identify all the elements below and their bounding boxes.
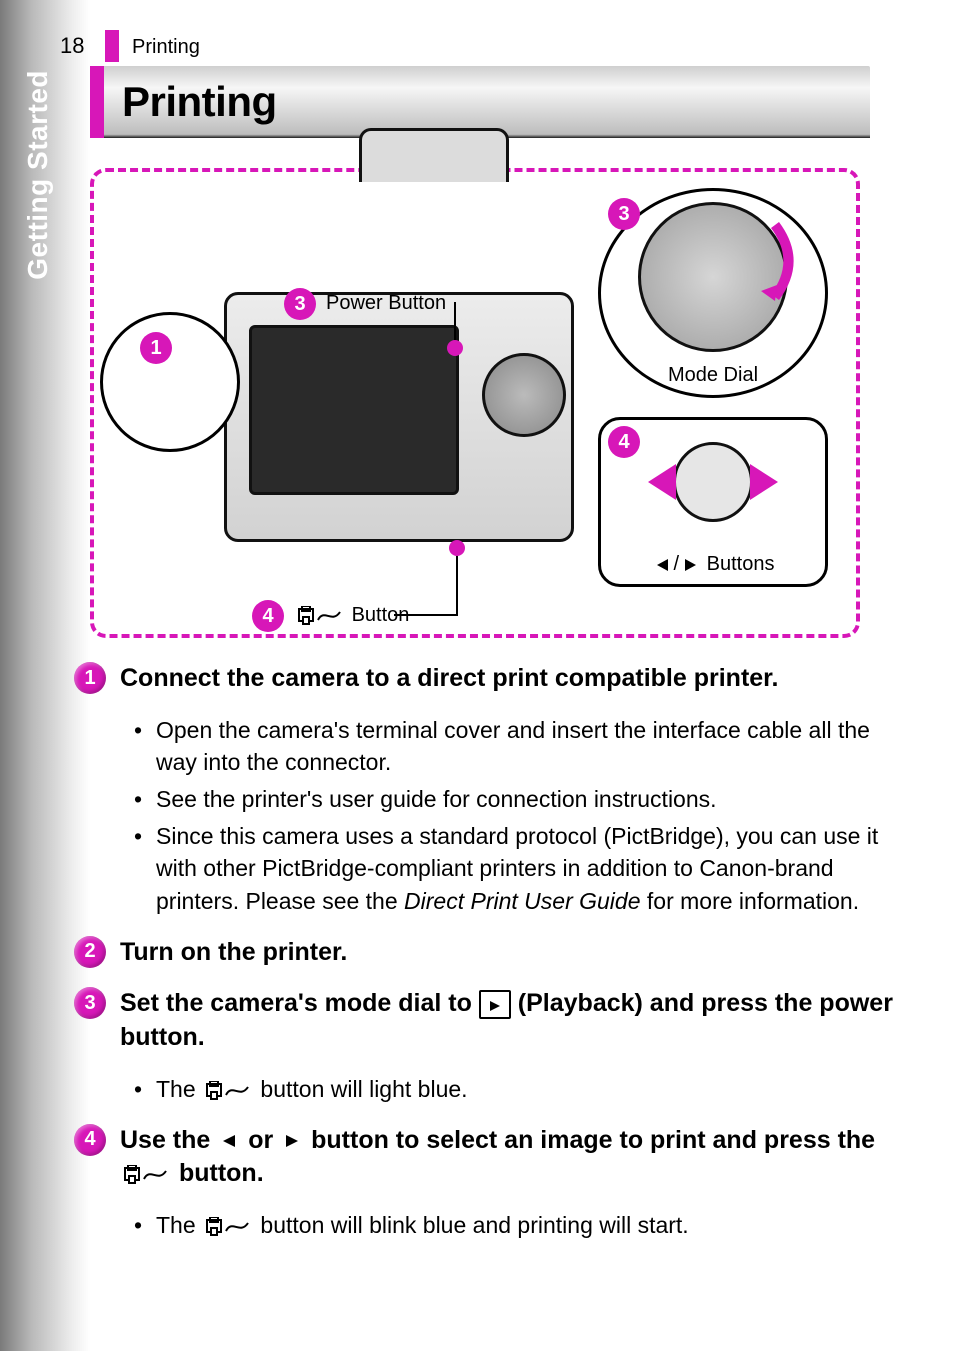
page-number: 18 <box>60 33 84 59</box>
title-accent-bar <box>90 66 104 138</box>
dpad-illustration <box>648 432 778 532</box>
print-share-icon <box>206 1217 250 1237</box>
step-3: 3 Set the camera's mode dial to (Playbac… <box>74 987 914 1055</box>
diagram-badge-3-dial: 3 <box>608 198 640 230</box>
bullet-item: •Since this camera uses a standard proto… <box>134 820 914 918</box>
diagram-badge-4-dpad: 4 <box>608 426 640 458</box>
left-arrow-icon <box>221 1133 237 1149</box>
dpad-buttons-label: / Buttons <box>601 553 825 576</box>
step-badge: 3 <box>74 987 106 1019</box>
right-arrow-icon <box>284 1133 300 1149</box>
header-accent-bar <box>105 30 119 62</box>
print-share-button-label: Button <box>294 604 409 627</box>
leader-line <box>394 614 458 616</box>
bullet-item: • The button will light blue. <box>134 1073 914 1106</box>
instruction-list: 1 Connect the camera to a direct print c… <box>74 662 914 1260</box>
power-button-label: Power Button <box>326 292 446 315</box>
callout-dot <box>449 540 465 556</box>
camera-screen-illustration <box>249 325 459 495</box>
playback-icon <box>479 990 511 1019</box>
left-arrow-icon <box>648 464 676 500</box>
step-4: 4 Use the or button to select an image t… <box>74 1124 914 1192</box>
diagram-badge-1: 1 <box>140 332 172 364</box>
camera-diagram: 1 3 Power Button 4 Button Mode Dial 3 / … <box>90 168 860 638</box>
side-tab-label: Getting Started <box>22 70 54 280</box>
step-heading: Set the camera's mode dial to (Playback)… <box>120 987 914 1055</box>
camera-dpad-illustration <box>482 353 566 437</box>
diagram-badge-4-button: 4 <box>252 600 284 632</box>
step-heading: Turn on the printer. <box>120 936 347 970</box>
step-1: 1 Connect the camera to a direct print c… <box>74 662 914 696</box>
bullet-item: •See the printer's user guide for connec… <box>134 783 914 816</box>
terminal-cover-inset <box>100 312 240 452</box>
step-heading: Use the or button to select an image to … <box>120 1124 914 1192</box>
camera-top-illustration <box>359 128 509 182</box>
bullet-item: • The button will blink blue and printin… <box>134 1209 914 1242</box>
step-heading: Connect the camera to a direct print com… <box>120 662 778 696</box>
print-share-icon <box>124 1165 168 1185</box>
page-section-label: Printing <box>132 36 200 59</box>
leader-line <box>456 547 458 615</box>
step-3-bullets: • The button will light blue. <box>134 1073 914 1106</box>
step-1-bullets: •Open the camera's terminal cover and in… <box>134 714 914 918</box>
camera-body-illustration <box>224 292 574 542</box>
mode-dial-label: Mode Dial <box>601 364 825 387</box>
diagram-badge-3-power: 3 <box>284 288 316 320</box>
right-arrow-icon <box>750 464 778 500</box>
mode-dial-arrow <box>755 221 795 301</box>
bullet-item: •Open the camera's terminal cover and in… <box>134 714 914 779</box>
leader-line <box>454 302 456 342</box>
step-4-bullets: • The button will blink blue and printin… <box>134 1209 914 1242</box>
print-share-icon <box>298 606 342 626</box>
step-badge: 1 <box>74 662 106 694</box>
step-badge: 4 <box>74 1124 106 1156</box>
step-badge: 2 <box>74 936 106 968</box>
callout-dot <box>447 340 463 356</box>
print-share-icon <box>206 1081 250 1101</box>
page-title: Printing <box>122 78 277 126</box>
step-2: 2 Turn on the printer. <box>74 936 914 970</box>
page-header: 18 <box>60 33 84 59</box>
